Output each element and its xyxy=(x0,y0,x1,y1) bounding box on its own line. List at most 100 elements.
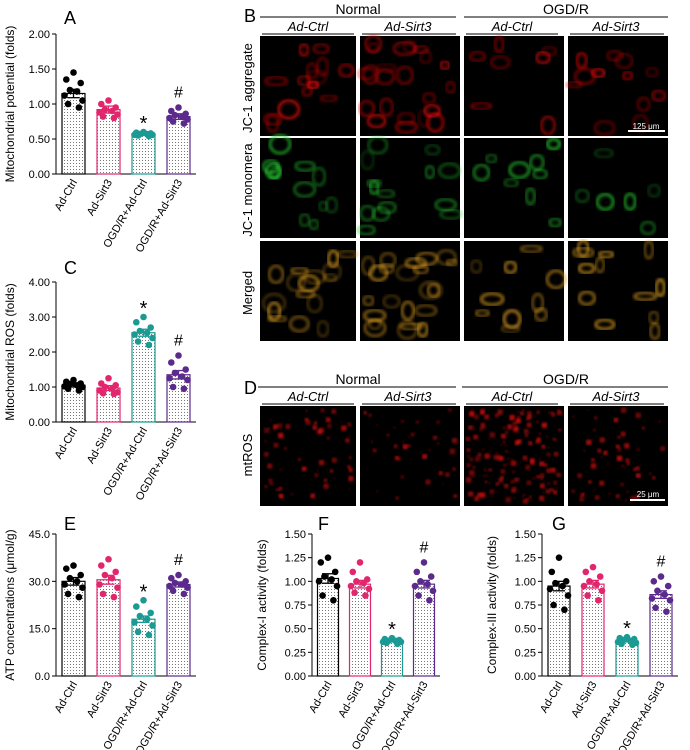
mtros-puncta xyxy=(512,426,519,432)
bar xyxy=(547,585,571,677)
data-point xyxy=(413,568,421,576)
mtros-puncta xyxy=(652,476,656,480)
mtros-puncta xyxy=(326,416,328,419)
mtros-puncta xyxy=(635,412,642,419)
data-point xyxy=(317,559,325,566)
mtros-puncta xyxy=(467,425,472,430)
data-point xyxy=(548,568,556,576)
mtros-puncta xyxy=(395,496,399,500)
data-point xyxy=(108,385,116,393)
y-tick-label: 1.25 xyxy=(515,553,536,565)
data-point xyxy=(182,366,189,373)
data-point xyxy=(584,592,591,599)
mtros-puncta xyxy=(545,435,548,438)
mtros-puncta xyxy=(556,439,559,442)
data-point xyxy=(586,578,593,585)
mtros-puncta xyxy=(480,493,483,496)
mtros-puncta xyxy=(522,495,525,498)
cell xyxy=(493,36,505,53)
mtros-puncta xyxy=(524,433,529,438)
significance-mark: # xyxy=(174,333,183,350)
cell xyxy=(475,309,490,317)
panel-letter: C xyxy=(64,258,77,278)
bar xyxy=(131,133,156,175)
mtros-puncta xyxy=(400,475,404,479)
data-point xyxy=(424,580,431,588)
chart-f-complex-i: F 0.00 0.25 0.50 0.75 1.00 1.25 1.50 Complex-I a… xyxy=(255,514,440,750)
data-point xyxy=(349,568,357,576)
mtros-puncta xyxy=(539,483,545,489)
column-label-ad-sirt3-ogdr: Ad-Sirt3 xyxy=(592,19,641,34)
y-tick-label: 0.50 xyxy=(29,134,50,146)
data-point xyxy=(562,578,570,585)
data-point xyxy=(131,331,138,338)
data-point xyxy=(175,104,182,111)
micrograph-tile xyxy=(464,36,564,136)
mtros-puncta xyxy=(264,440,267,443)
y-tick-label: 0.00 xyxy=(515,671,536,683)
mtros-puncta xyxy=(285,423,291,430)
data-point xyxy=(75,387,83,394)
mtros-puncta xyxy=(348,456,352,460)
data-point xyxy=(64,385,72,393)
mtros-puncta xyxy=(549,487,554,493)
cell xyxy=(503,260,518,274)
y-tick-label: 1.50 xyxy=(515,529,536,541)
mtros-puncta xyxy=(407,444,411,448)
cell xyxy=(575,189,590,203)
data-point xyxy=(180,120,188,127)
data-point xyxy=(184,376,191,384)
data-point xyxy=(105,374,112,382)
cell xyxy=(575,52,588,69)
mtros-puncta xyxy=(525,464,531,471)
data-point xyxy=(420,559,428,566)
mtros-puncta xyxy=(557,409,561,413)
condition-ogdr-label: OGD/R xyxy=(543,1,589,17)
data-point xyxy=(75,104,83,111)
mtros-puncta xyxy=(323,478,328,483)
mtros-puncta xyxy=(635,473,641,478)
data-point xyxy=(73,381,81,389)
cell xyxy=(270,166,281,180)
cell xyxy=(647,184,661,198)
mtros-puncta xyxy=(542,480,545,483)
mtros-puncta xyxy=(469,411,475,417)
mtros-puncta xyxy=(502,426,507,430)
data-point xyxy=(136,327,144,335)
mtros-puncta xyxy=(507,462,510,465)
mtros-puncta xyxy=(539,476,544,480)
mtros-puncta xyxy=(484,453,491,460)
cell xyxy=(318,201,328,212)
y-tick-label: 0.75 xyxy=(515,600,536,612)
mtros-puncta xyxy=(577,473,583,479)
mtros-puncta xyxy=(436,420,440,424)
data-point xyxy=(61,92,68,99)
cell xyxy=(316,56,329,77)
mtros-puncta xyxy=(465,476,472,483)
cell xyxy=(268,264,285,284)
mtros-puncta xyxy=(278,486,283,491)
data-point xyxy=(652,604,659,612)
mtros-puncta xyxy=(572,415,575,418)
d-column-label-ad-sirt3-normal: Ad-Sirt3 xyxy=(384,389,433,404)
data-point xyxy=(134,132,142,139)
column-label-ad-ctrl-normal: Ad-Ctrl xyxy=(287,19,330,34)
cell xyxy=(502,309,522,329)
y-tick-label: 1.00 xyxy=(29,382,50,394)
data-point xyxy=(75,593,83,601)
mtros-puncta xyxy=(617,467,619,470)
mtros-puncta xyxy=(504,449,509,454)
data-point xyxy=(661,591,668,598)
mtros-puncta xyxy=(438,471,443,476)
mtros-puncta xyxy=(473,434,479,440)
mtros-puncta xyxy=(519,461,522,463)
mtros-puncta xyxy=(583,449,586,452)
mtros-puncta xyxy=(528,495,532,499)
mtros-puncta xyxy=(465,436,471,442)
data-point xyxy=(559,582,566,590)
data-point xyxy=(618,640,625,648)
mtros-puncta xyxy=(617,435,621,440)
data-point xyxy=(180,385,188,393)
mtros-puncta xyxy=(348,435,351,438)
cell xyxy=(445,258,458,267)
